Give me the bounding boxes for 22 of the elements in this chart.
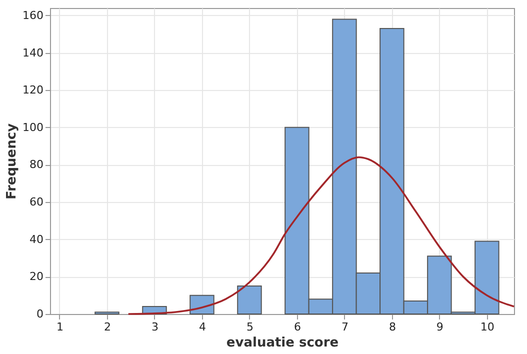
x-tick-label: 9 — [436, 320, 444, 334]
x-tick-label: 7 — [341, 320, 348, 334]
x-tick-label: 3 — [151, 320, 158, 334]
y-tick-label: 20 — [30, 270, 44, 284]
line-series — [127, 156, 515, 315]
y-tick-label: 160 — [22, 8, 44, 22]
x-tick-label: 1 — [56, 320, 64, 334]
y-tick-label: 60 — [30, 196, 44, 209]
x-tick-label: 5 — [246, 320, 254, 334]
y-tick-label: 40 — [30, 232, 44, 246]
x-tick-label: 8 — [388, 320, 396, 334]
x-tick-label: 4 — [198, 320, 206, 334]
x-axis-title: evaluatie score — [226, 336, 339, 350]
y-tick-label: 0 — [36, 308, 44, 320]
y-tick-label: 140 — [22, 46, 44, 60]
x-tick-label: 6 — [294, 320, 301, 334]
y-tick-label: 80 — [30, 158, 44, 172]
y-axis-title: Frequency — [4, 122, 20, 200]
x-tick-label: 10 — [480, 320, 494, 334]
y-tick-label: 120 — [22, 84, 44, 97]
y-tick-label: 100 — [22, 120, 44, 134]
x-tick-label: 2 — [104, 320, 111, 334]
